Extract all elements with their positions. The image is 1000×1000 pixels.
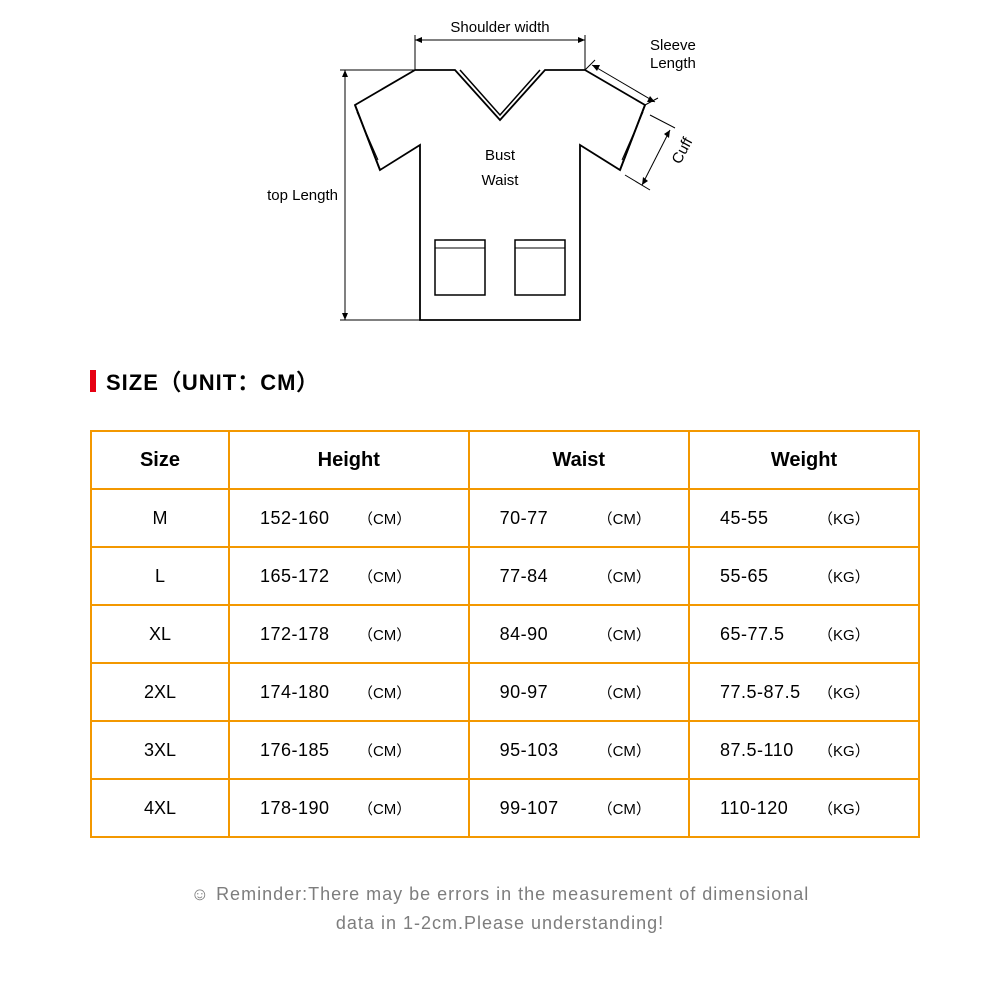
th-waist: Waist: [469, 431, 689, 489]
reminder-line2: data in 1-2cm.Please understanding!: [336, 913, 664, 933]
cell-height: 152-160（CM）: [229, 489, 469, 547]
cell-waist: 95-103（CM）: [469, 721, 689, 779]
cell-size: 3XL: [91, 721, 229, 779]
th-weight: Weight: [689, 431, 919, 489]
label-sleeve-length-2: Length: [650, 55, 696, 72]
cell-weight: 87.5-110（KG）: [689, 721, 919, 779]
cell-height: 176-185（CM）: [229, 721, 469, 779]
label-shoulder-width: Shoulder width: [450, 19, 549, 36]
cell-size: L: [91, 547, 229, 605]
table-row: M152-160（CM）70-77（CM）45-55（KG）: [91, 489, 919, 547]
reminder-text: ☺ Reminder:There may be errors in the mea…: [130, 880, 870, 938]
table-row: L165-172（CM）77-84（CM）55-65（KG）: [91, 547, 919, 605]
label-waist: Waist: [482, 172, 520, 189]
red-accent-bar: [90, 370, 96, 392]
section-title-text: SIZE（UNIT：CM）: [106, 365, 319, 397]
cell-waist: 77-84（CM）: [469, 547, 689, 605]
table-row: XL172-178（CM）84-90（CM）65-77.5（KG）: [91, 605, 919, 663]
label-bust: Bust: [485, 147, 516, 164]
cell-weight: 55-65（KG）: [689, 547, 919, 605]
cell-height: 174-180（CM）: [229, 663, 469, 721]
cell-weight: 77.5-87.5（KG）: [689, 663, 919, 721]
table-header-row: Size Height Waist Weight: [91, 431, 919, 489]
th-height: Height: [229, 431, 469, 489]
cell-size: XL: [91, 605, 229, 663]
table-row: 4XL178-190（CM）99-107（CM）110-120（KG）: [91, 779, 919, 837]
section-title: SIZE（UNIT：CM）: [90, 365, 319, 397]
table-row: 3XL176-185（CM）95-103（CM）87.5-110（KG）: [91, 721, 919, 779]
cell-weight: 45-55（KG）: [689, 489, 919, 547]
cell-height: 172-178（CM）: [229, 605, 469, 663]
label-sleeve-length-1: Sleeve: [650, 37, 696, 54]
reminder-line1: Reminder:There may be errors in the meas…: [216, 884, 809, 904]
cell-waist: 70-77（CM）: [469, 489, 689, 547]
cell-size: M: [91, 489, 229, 547]
cell-size: 4XL: [91, 779, 229, 837]
cell-weight: 110-120（KG）: [689, 779, 919, 837]
cell-waist: 84-90（CM）: [469, 605, 689, 663]
size-table-wrap: Size Height Waist Weight M152-160（CM）70-…: [90, 430, 920, 838]
size-chart-page: Shoulder width top Length: [0, 0, 1000, 1000]
label-cuff: Cuff: [669, 134, 697, 167]
table-row: 2XL174-180（CM）90-97（CM）77.5-87.5（KG）: [91, 663, 919, 721]
size-table: Size Height Waist Weight M152-160（CM）70-…: [90, 430, 920, 838]
smiley-icon: ☺: [191, 880, 210, 909]
cell-waist: 99-107（CM）: [469, 779, 689, 837]
garment-diagram: Shoulder width top Length: [250, 10, 750, 350]
cell-weight: 65-77.5（KG）: [689, 605, 919, 663]
cell-waist: 90-97（CM）: [469, 663, 689, 721]
cell-height: 165-172（CM）: [229, 547, 469, 605]
cell-height: 178-190（CM）: [229, 779, 469, 837]
th-size: Size: [91, 431, 229, 489]
label-top-length: top Length: [267, 187, 338, 204]
cell-size: 2XL: [91, 663, 229, 721]
